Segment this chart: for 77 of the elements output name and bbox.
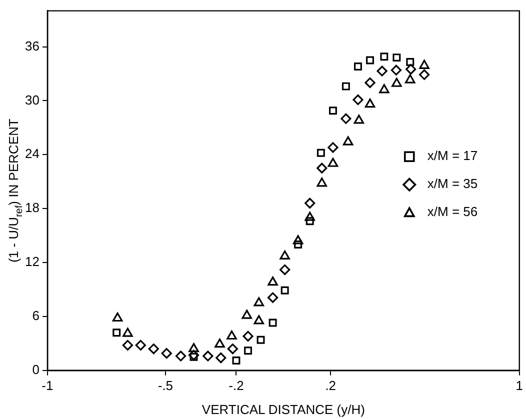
point bbox=[419, 60, 430, 69]
point bbox=[292, 235, 304, 244]
point bbox=[380, 52, 388, 61]
point bbox=[254, 297, 264, 306]
point bbox=[280, 264, 290, 276]
point bbox=[364, 98, 376, 108]
point bbox=[256, 336, 265, 344]
point bbox=[294, 240, 302, 249]
y-tick-label: 12 bbox=[24, 254, 40, 270]
point bbox=[304, 212, 315, 221]
point bbox=[226, 330, 237, 340]
point bbox=[342, 82, 350, 90]
point bbox=[352, 94, 364, 106]
point bbox=[328, 158, 338, 167]
point bbox=[112, 312, 123, 322]
point bbox=[328, 142, 338, 153]
point bbox=[376, 66, 388, 76]
point bbox=[280, 250, 290, 260]
x-axis-title: VERTICAL DISTANCE (y/H) bbox=[202, 402, 365, 417]
point bbox=[354, 62, 362, 71]
point bbox=[135, 340, 146, 351]
point bbox=[188, 350, 200, 360]
point bbox=[242, 330, 254, 342]
point bbox=[280, 286, 289, 294]
x-tick-label: -.2 bbox=[228, 378, 244, 393]
point bbox=[405, 74, 416, 84]
point bbox=[406, 64, 416, 75]
x-tick-label: -.5 bbox=[158, 378, 174, 393]
point bbox=[316, 162, 328, 174]
point bbox=[342, 136, 354, 146]
point bbox=[328, 106, 337, 115]
point bbox=[306, 217, 314, 226]
point bbox=[268, 292, 278, 303]
point bbox=[190, 352, 198, 361]
point bbox=[366, 56, 374, 64]
point bbox=[354, 114, 364, 124]
point bbox=[268, 318, 277, 327]
point bbox=[122, 328, 133, 337]
legend-label: x/M = 35 bbox=[427, 176, 478, 192]
y-tick-label: 36 bbox=[24, 38, 40, 54]
point bbox=[188, 343, 199, 352]
point bbox=[406, 58, 414, 66]
point bbox=[254, 315, 264, 324]
point bbox=[340, 113, 352, 124]
x-tick-label: -1 bbox=[42, 378, 54, 393]
point bbox=[244, 346, 252, 355]
point bbox=[364, 77, 376, 88]
x-tick-label: .2 bbox=[325, 378, 336, 393]
point bbox=[316, 148, 325, 157]
point bbox=[122, 340, 133, 351]
point bbox=[418, 69, 430, 80]
y-tick-label: 30 bbox=[24, 92, 40, 108]
y-tick-label: 0 bbox=[32, 362, 40, 377]
point bbox=[392, 78, 402, 87]
point bbox=[227, 344, 238, 354]
point bbox=[304, 198, 316, 208]
point bbox=[216, 352, 226, 364]
point bbox=[232, 356, 240, 364]
point bbox=[392, 54, 401, 62]
y-tick-label: 6 bbox=[32, 308, 40, 324]
point bbox=[379, 84, 390, 94]
point bbox=[202, 350, 214, 362]
x-tick-label: 1 bbox=[516, 378, 523, 393]
point bbox=[316, 178, 328, 187]
legend-label: x/M = 17 bbox=[427, 148, 478, 164]
point bbox=[175, 350, 186, 362]
legend-label: x/M = 56 bbox=[427, 204, 478, 220]
point bbox=[390, 64, 402, 76]
point bbox=[242, 310, 252, 319]
y-tick-label: 18 bbox=[24, 200, 40, 216]
point bbox=[214, 338, 225, 348]
point bbox=[161, 348, 172, 359]
point bbox=[148, 344, 159, 354]
point bbox=[268, 276, 278, 286]
y-tick-label: 24 bbox=[24, 146, 40, 162]
point bbox=[112, 328, 121, 337]
y-axis-title: (1 - U/Uref) IN PERCENT bbox=[6, 118, 25, 263]
